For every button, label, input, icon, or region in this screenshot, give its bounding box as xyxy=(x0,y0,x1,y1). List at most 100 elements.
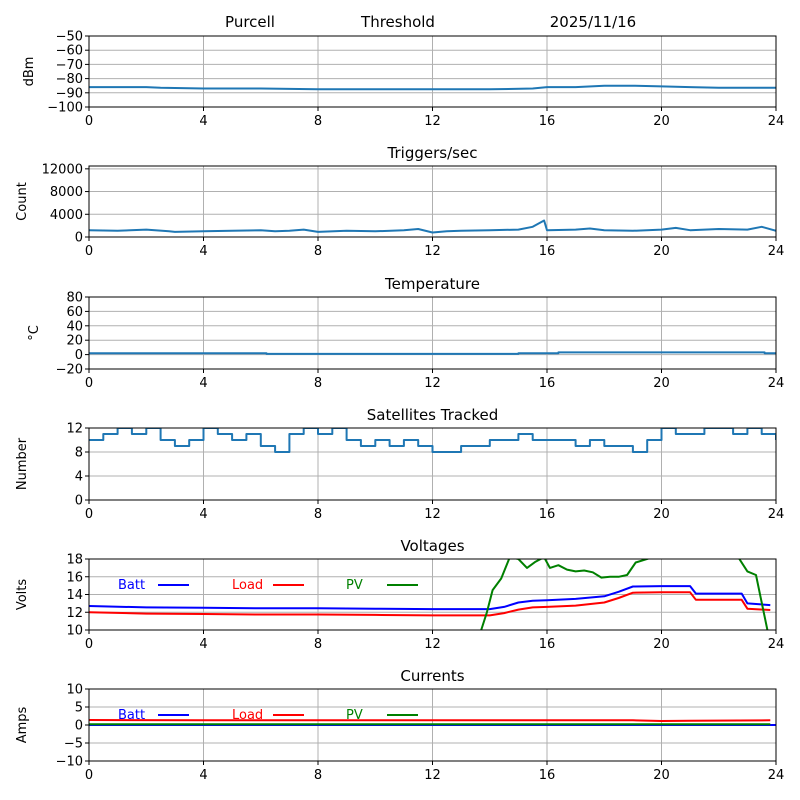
xtick-label-voltages-16: 16 xyxy=(539,637,556,652)
xtick-label-temperature-0: 0 xyxy=(85,376,93,391)
header-mode: Threshold xyxy=(360,13,435,31)
ytick-label-voltages-14: 14 xyxy=(66,588,83,603)
xtick-label-temperature-4: 4 xyxy=(199,376,207,391)
xtick-label-triggers-8: 8 xyxy=(314,244,322,259)
header-date: 2025/11/16 xyxy=(550,13,636,31)
xtick-label-currents-0: 0 xyxy=(85,768,93,783)
ytick-label-signal--70: −70 xyxy=(56,58,83,73)
xtick-label-temperature-12: 12 xyxy=(424,376,441,391)
ytick-label-signal--60: −60 xyxy=(56,44,83,59)
panel-title-voltages: Voltages xyxy=(400,537,464,555)
xtick-label-triggers-20: 20 xyxy=(653,244,670,259)
ytick-label-temperature-80: 80 xyxy=(66,291,83,306)
series-group-currents xyxy=(89,719,776,726)
xtick-label-temperature-24: 24 xyxy=(768,376,785,391)
ytick-label-temperature--20: −20 xyxy=(56,363,83,378)
xtick-label-currents-24: 24 xyxy=(768,768,785,783)
xtick-label-signal-16: 16 xyxy=(539,114,556,129)
ytick-label-signal--80: −80 xyxy=(56,72,83,87)
xtick-label-triggers-12: 12 xyxy=(424,244,441,259)
ytick-label-temperature-0: 0 xyxy=(75,348,83,363)
ytick-label-currents--5: −5 xyxy=(64,737,83,752)
legend-label-currents-pv: PV xyxy=(346,708,363,723)
xtick-label-voltages-4: 4 xyxy=(199,637,207,652)
series-currents-load xyxy=(89,719,771,722)
ylabel-temperature: °C xyxy=(27,325,42,341)
ytick-label-satellites-8: 8 xyxy=(75,446,83,461)
series-group-temperature xyxy=(89,351,776,355)
xtick-label-currents-16: 16 xyxy=(539,768,556,783)
header: Purcell Threshold 2025/11/16 xyxy=(225,13,636,31)
ytick-label-temperature-20: 20 xyxy=(66,334,83,349)
ytick-label-currents-10: 10 xyxy=(66,683,83,698)
xtick-label-voltages-24: 24 xyxy=(768,637,785,652)
xtick-label-voltages-20: 20 xyxy=(653,637,670,652)
xtick-label-triggers-24: 24 xyxy=(768,244,785,259)
ylabel-satellites: Number xyxy=(15,437,30,490)
xtick-label-signal-4: 4 xyxy=(199,114,207,129)
ytick-label-satellites-12: 12 xyxy=(66,422,83,437)
xtick-label-satellites-4: 4 xyxy=(199,507,207,522)
xtick-label-satellites-12: 12 xyxy=(424,507,441,522)
panel-signal: 0 4 8 12 16 20 24 −100−90−80−70−60−50 dBm xyxy=(22,30,784,130)
ylabel-voltages: Volts xyxy=(15,579,30,611)
ylabel-signal: dBm xyxy=(22,57,37,87)
panel-triggers: 0 4 8 12 16 20 24 0 4000 8000 12000 Triggers/sec Cou… xyxy=(15,144,784,259)
xtick-label-currents-8: 8 xyxy=(314,768,322,783)
xtick-label-triggers-4: 4 xyxy=(199,244,207,259)
ytick-label-voltages-12: 12 xyxy=(66,606,83,621)
panel-title-satellites: Satellites Tracked xyxy=(367,406,498,424)
xtick-label-satellites-8: 8 xyxy=(314,507,322,522)
xtick-label-satellites-20: 20 xyxy=(653,507,670,522)
xtick-label-voltages-12: 12 xyxy=(424,637,441,652)
xtick-label-triggers-0: 0 xyxy=(85,244,93,259)
series-group-triggers xyxy=(89,219,776,234)
series-temperature-temperature xyxy=(89,351,776,355)
legend-label-currents-load: Load xyxy=(232,708,263,723)
series-signal-signal xyxy=(89,84,776,91)
ytick-label-currents-5: 5 xyxy=(75,701,83,716)
legend-label-currents-batt: Batt xyxy=(118,708,145,723)
panel-title-currents: Currents xyxy=(400,667,464,685)
xtick-label-signal-0: 0 xyxy=(85,114,93,129)
panel-voltages: 0 4 8 12 16 20 24 10 12 14 16 18 Voltages Volts Batt Lo… xyxy=(15,537,784,652)
legend-label-voltages-pv: PV xyxy=(346,578,363,593)
series-voltages-batt xyxy=(89,585,771,611)
panel-title-triggers: Triggers/sec xyxy=(387,144,478,162)
series-group-signal xyxy=(89,84,776,91)
ytick-label-triggers-0: 0 xyxy=(75,231,83,246)
ytick-label-voltages-18: 18 xyxy=(66,553,83,568)
ytick-label-signal--90: −90 xyxy=(56,86,83,101)
ytick-label-currents-0: 0 xyxy=(75,719,83,734)
xtick-label-temperature-16: 16 xyxy=(539,376,556,391)
ytick-label-temperature-60: 60 xyxy=(66,305,83,320)
xtick-label-currents-12: 12 xyxy=(424,768,441,783)
panel-title-temperature: Temperature xyxy=(384,275,480,293)
ytick-label-satellites-4: 4 xyxy=(75,470,83,485)
ytick-label-signal--50: −50 xyxy=(56,30,83,45)
ytick-label-triggers-8000: 8000 xyxy=(50,185,83,200)
xtick-label-signal-20: 20 xyxy=(653,114,670,129)
panel-currents: 0 4 8 12 16 20 24 −10 −5 0 5 10 Currents Amps Batt Load… xyxy=(15,667,784,783)
xtick-label-signal-24: 24 xyxy=(768,114,785,129)
ytick-label-voltages-16: 16 xyxy=(66,570,83,585)
series-voltages-load xyxy=(89,591,771,617)
ytick-label-temperature-40: 40 xyxy=(66,319,83,334)
ytick-label-triggers-12000: 12000 xyxy=(42,162,83,177)
series-group-satellites xyxy=(89,428,776,453)
xtick-label-temperature-8: 8 xyxy=(314,376,322,391)
ytick-label-voltages-10: 10 xyxy=(66,624,83,639)
legend-label-voltages-load: Load xyxy=(232,578,263,593)
series-voltages-pv xyxy=(480,559,769,630)
ytick-label-currents--10: −10 xyxy=(56,755,83,770)
xtick-label-triggers-16: 16 xyxy=(539,244,556,259)
xtick-label-currents-4: 4 xyxy=(199,768,207,783)
ylabel-currents: Amps xyxy=(15,706,30,743)
series-satellites-satellites xyxy=(89,428,776,453)
xtick-label-signal-12: 12 xyxy=(424,114,441,129)
xtick-label-currents-20: 20 xyxy=(653,768,670,783)
xtick-label-voltages-0: 0 xyxy=(85,637,93,652)
ytick-label-signal--100: −100 xyxy=(47,101,83,116)
